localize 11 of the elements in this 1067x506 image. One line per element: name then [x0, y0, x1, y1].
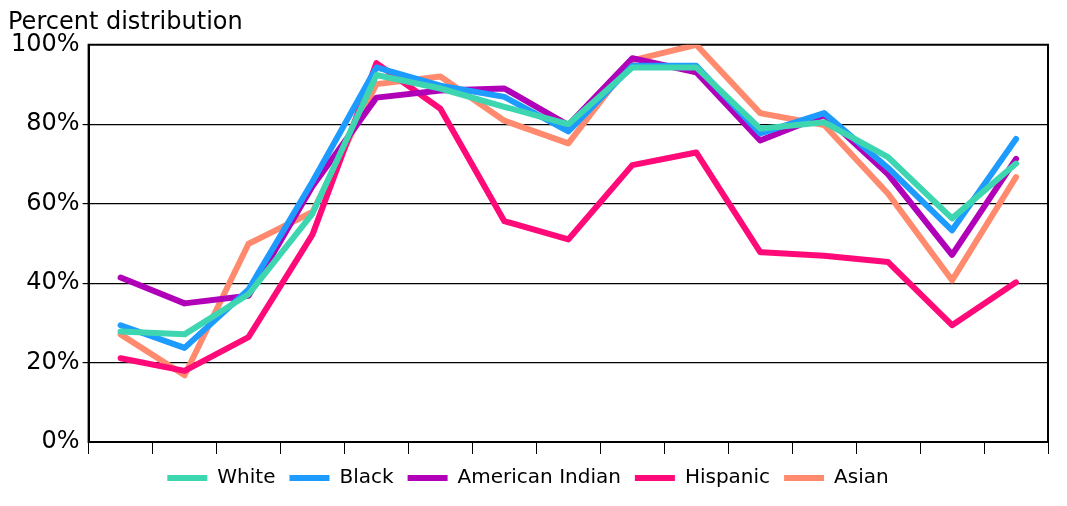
- y-tick-label: 40%: [26, 267, 80, 296]
- y-tick-label: 0%: [41, 426, 80, 455]
- legend-label: White: [217, 464, 276, 489]
- legend-label: American Indian: [457, 464, 621, 489]
- legend-label: Hispanic: [684, 464, 771, 489]
- legend-label: Asian: [834, 464, 889, 489]
- legend-label: Black: [339, 464, 395, 489]
- y-tick-label: 20%: [26, 346, 80, 375]
- y-tick-label: 80%: [26, 108, 80, 137]
- y-tick-label: 60%: [26, 187, 80, 216]
- y-tick-label: 100%: [10, 29, 80, 58]
